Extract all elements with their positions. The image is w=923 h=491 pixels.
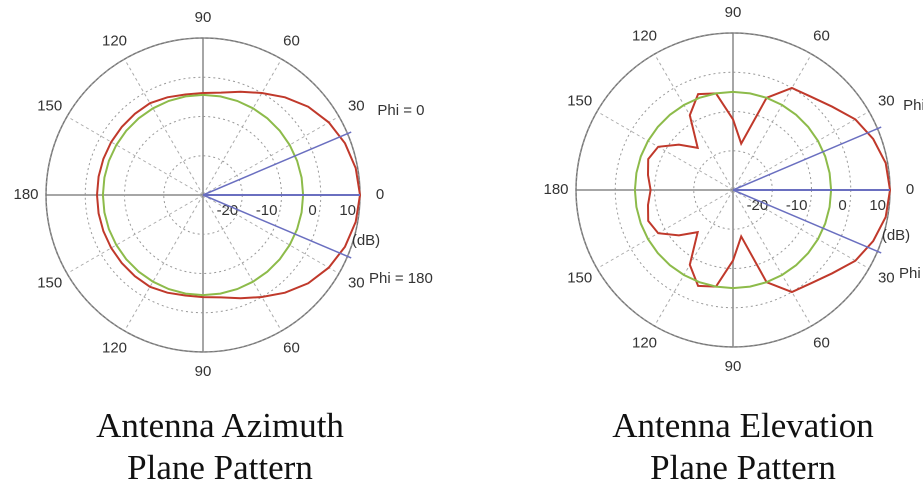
r-tick-label: 10 — [869, 197, 886, 214]
angle-label: 30 — [348, 274, 365, 291]
phi-line — [202, 194, 352, 259]
angle-label: 150 — [37, 274, 62, 291]
spoke — [66, 116, 204, 196]
phi-label: Phi = 270 — [899, 265, 923, 282]
angle-label: 120 — [102, 339, 127, 356]
phi-label: Phi = 180 — [369, 270, 433, 287]
r-tick-label: 0 — [308, 202, 316, 219]
angle-label: 150 — [37, 97, 62, 114]
r-tick-label: -10 — [256, 202, 278, 219]
angle-label: 60 — [813, 334, 830, 351]
phi-label: Phi = 90 — [903, 97, 923, 114]
angle-label: 0 — [906, 181, 914, 198]
angle-label: 120 — [102, 33, 127, 50]
spoke — [732, 189, 812, 327]
angle-label: 120 — [632, 334, 657, 351]
r-unit: (dB) — [882, 227, 910, 244]
angle-label: 60 — [813, 28, 830, 45]
chart-title: Antenna Elevation Plane Pattern — [612, 406, 874, 487]
r-tick-label: -20 — [747, 197, 769, 214]
angle-label: 90 — [725, 4, 742, 21]
angle-label: 90 — [195, 363, 212, 380]
pattern-line — [646, 86, 892, 294]
spoke — [654, 53, 734, 191]
pattern-line — [101, 93, 305, 297]
r-tick-label: 10 — [339, 202, 356, 219]
angle-label: 0 — [376, 186, 384, 203]
r-tick-label: 0 — [838, 197, 846, 214]
spoke — [124, 194, 204, 332]
angle-label: 30 — [878, 92, 895, 109]
angle-label: 60 — [283, 33, 300, 50]
spoke — [124, 58, 204, 196]
pattern-line — [633, 90, 833, 290]
chart-title: Antenna Azimuth Plane Pattern — [96, 406, 344, 487]
angle-label: 60 — [283, 339, 300, 356]
spoke — [654, 189, 734, 327]
angle-label: 90 — [195, 9, 212, 26]
angle-label: 120 — [632, 28, 657, 45]
r-tick-label: -20 — [217, 202, 239, 219]
r-unit: (dB) — [352, 232, 380, 249]
phi-label: Phi = 0 — [377, 102, 424, 119]
spoke — [596, 111, 734, 191]
angle-label: 150 — [567, 92, 592, 109]
angle-label: 150 — [567, 269, 592, 286]
angle-label: 30 — [878, 269, 895, 286]
angle-label: 30 — [348, 97, 365, 114]
phi-line — [202, 131, 352, 196]
angle-label: 180 — [13, 186, 38, 203]
r-tick-label: -10 — [786, 197, 808, 214]
spoke — [202, 194, 282, 332]
phi-line — [732, 126, 882, 191]
charts: 0 30 60 90 120 150 180 150 120 90 60 30 -20 -10 0 10 (dB… — [13, 4, 923, 380]
angle-label: 90 — [725, 358, 742, 375]
angle-label: 180 — [543, 181, 568, 198]
phi-line — [732, 189, 882, 254]
pattern-line — [95, 90, 362, 300]
